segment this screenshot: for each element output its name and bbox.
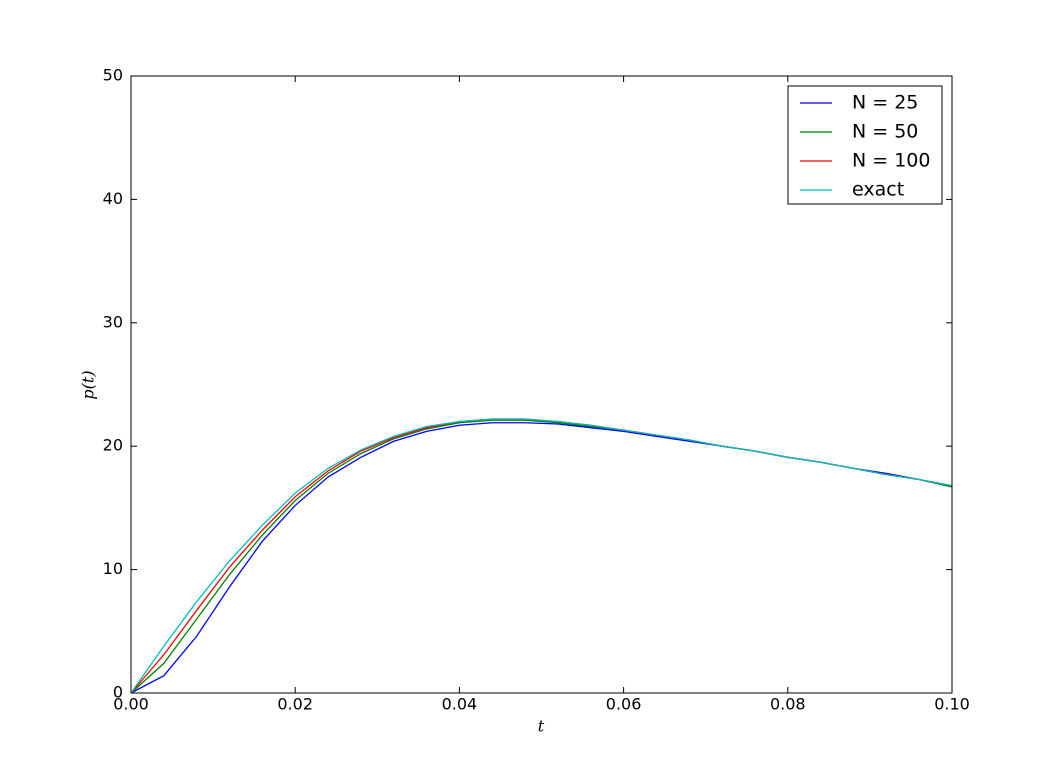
legend-label: N = 25 (852, 92, 918, 114)
y-tick-label: 30 (103, 312, 123, 331)
plot-frame (130, 75, 953, 694)
x-tick-label: 0.10 (934, 695, 970, 714)
x-tick-label: 0.08 (770, 695, 806, 714)
x-tick-label: 0.00 (113, 695, 149, 714)
y-axis-label: p(t) (79, 370, 98, 399)
x-tick-label: 0.02 (277, 695, 313, 714)
x-axis-label: t (538, 717, 545, 736)
series-line (130, 418, 953, 694)
legend-label: N = 50 (852, 121, 918, 143)
legend-label: exact (852, 179, 904, 201)
x-tick-label: 0.04 (442, 695, 478, 714)
y-tick-label: 40 (103, 189, 123, 208)
y-tick-label: 20 (103, 436, 123, 455)
legend-box (787, 85, 943, 205)
y-tick-label: 0 (113, 683, 123, 702)
x-tick-label: 0.06 (606, 695, 642, 714)
y-tick-label: 50 (103, 66, 123, 85)
legend-label: N = 100 (852, 150, 930, 172)
y-tick-label: 10 (103, 559, 123, 578)
